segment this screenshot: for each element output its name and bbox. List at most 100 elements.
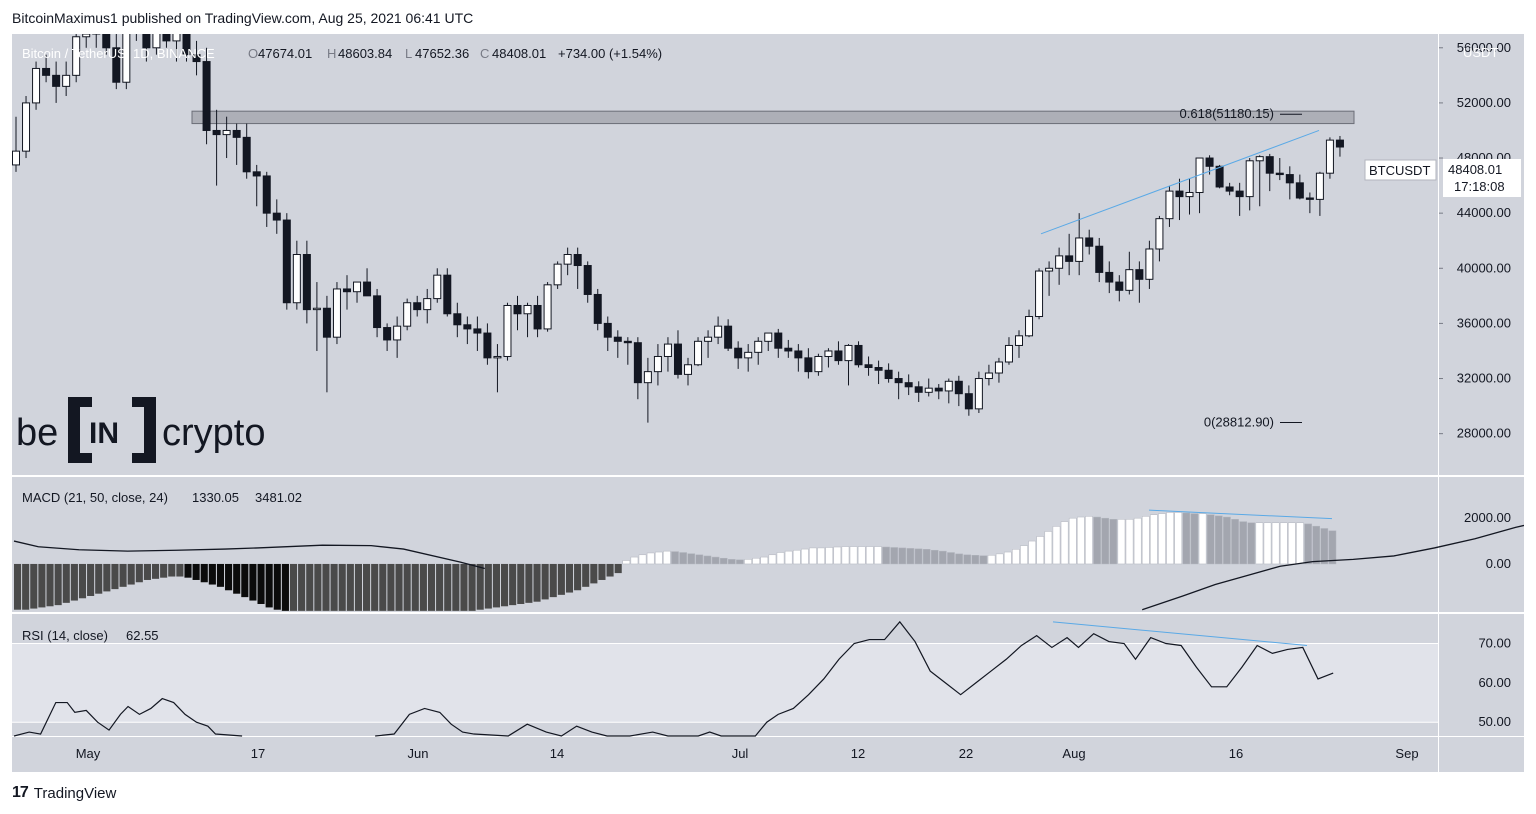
candle-up xyxy=(1255,156,1264,162)
logo-bracket-inner xyxy=(80,407,144,453)
candle-up xyxy=(1155,218,1164,250)
macd-bar xyxy=(890,547,898,565)
rsi-segment xyxy=(13,697,243,737)
chart-container[interactable]: 0.618(51180.15) 0(28812.90) 56000.00 52000… xyxy=(12,0,1536,772)
tradingview-footer[interactable]: 17 TradingView xyxy=(12,784,116,802)
macd-bar xyxy=(500,563,509,607)
trendlines xyxy=(1040,130,1333,646)
fib-level-label: 0(28812.90) xyxy=(1204,414,1274,429)
price-legend-h-label: H xyxy=(327,46,336,61)
price-tag-countdown: 17:18:08 xyxy=(1454,179,1505,194)
macd-bar xyxy=(752,557,760,565)
macd-bar xyxy=(509,563,517,606)
candle-up xyxy=(312,307,321,311)
price-tick-label: 56000.00 xyxy=(1457,40,1511,55)
macd-bar xyxy=(736,559,744,565)
macd-bar xyxy=(1312,525,1321,565)
candle-down xyxy=(413,302,422,311)
candle-up xyxy=(292,254,301,304)
macd-bar xyxy=(841,546,850,565)
macd-bar xyxy=(590,563,598,584)
macd-bar xyxy=(151,563,160,579)
macd-bar xyxy=(1036,536,1045,565)
macd-bar xyxy=(70,563,78,601)
candle-up xyxy=(493,355,502,359)
macd-bar xyxy=(192,563,200,580)
macd-bar xyxy=(1085,516,1093,565)
candle-up xyxy=(643,371,652,384)
candle-down xyxy=(894,378,903,384)
macd-bar xyxy=(582,563,590,587)
macd-bar xyxy=(484,563,492,609)
macd-bar xyxy=(184,563,192,578)
candle-up xyxy=(1075,237,1084,262)
candle-down xyxy=(373,295,382,329)
candle-down xyxy=(443,274,452,315)
macd-bar xyxy=(436,563,444,611)
resistance-zone xyxy=(191,110,1355,125)
macd-bar xyxy=(1109,519,1118,565)
macd-bar xyxy=(1133,517,1142,565)
logo-text-in: IN xyxy=(89,417,119,450)
symbol-tag xyxy=(1364,159,1437,181)
candle-up xyxy=(523,304,532,315)
candle-down xyxy=(453,313,462,326)
candle-up xyxy=(754,340,763,353)
candle-up xyxy=(694,340,703,366)
macd-bar xyxy=(95,563,103,594)
macd-bar xyxy=(1279,522,1288,565)
price-legend-o-label: O xyxy=(248,46,258,61)
candle-down xyxy=(473,328,482,334)
macd-bar xyxy=(273,563,281,610)
macd-bar xyxy=(549,563,557,598)
macd-bar xyxy=(792,549,801,565)
macd-bar xyxy=(395,563,403,611)
rsi-trendline xyxy=(1052,621,1308,646)
candle-down xyxy=(1175,190,1184,198)
macd-bar xyxy=(1320,528,1329,565)
candle-up xyxy=(393,325,402,341)
candle-down xyxy=(884,369,893,380)
macd-bar xyxy=(346,563,354,611)
macd-bar xyxy=(1158,513,1166,565)
macd-bar xyxy=(995,553,1004,565)
candle-down xyxy=(1135,269,1144,280)
candle-down xyxy=(784,347,793,352)
candle-down xyxy=(854,344,863,366)
macd-bar xyxy=(1141,516,1150,565)
candle-up xyxy=(1315,172,1324,200)
macd-bar xyxy=(1044,531,1053,565)
macd-bar xyxy=(914,548,923,565)
price-legend-open: 47674.01 xyxy=(258,46,312,61)
rsi-legend-value: 62.55 xyxy=(126,628,159,643)
candle-up xyxy=(1185,191,1194,198)
candle-down xyxy=(633,342,642,384)
macd-axis-bg xyxy=(1439,477,1524,612)
corner-bg xyxy=(1439,737,1524,772)
price-tick-label: 28000.00 xyxy=(1457,426,1511,441)
rsi-line xyxy=(13,620,1334,737)
candle-down xyxy=(724,325,733,349)
candle-up xyxy=(423,298,432,311)
macd-histogram xyxy=(14,512,1337,611)
candle-down xyxy=(1085,237,1094,247)
macd-bar xyxy=(403,563,411,611)
candle-down xyxy=(252,171,261,177)
candle-up xyxy=(1145,248,1154,280)
macd-legend-name: MACD (21, 50, close, 24) xyxy=(22,490,168,505)
logo-bracket-gap-bottom xyxy=(92,453,132,463)
macd-bar xyxy=(14,563,22,610)
symbol-tag-label: BTCUSDT xyxy=(1369,163,1430,178)
macd-bar xyxy=(865,546,874,565)
macd-bar xyxy=(922,549,931,565)
candle-up xyxy=(663,343,672,357)
macd-bar xyxy=(939,550,947,565)
macd-bar xyxy=(768,554,777,565)
macd-legend-value-1: 1330.05 xyxy=(192,490,239,505)
macd-bar xyxy=(1101,517,1109,565)
macd-bar xyxy=(517,563,525,604)
chart-svg[interactable]: 0.618(51180.15) 0(28812.90) 56000.00 52000… xyxy=(12,0,1536,772)
macd-bar xyxy=(492,563,500,608)
candle-up xyxy=(764,332,773,342)
macd-bar xyxy=(1174,512,1183,565)
